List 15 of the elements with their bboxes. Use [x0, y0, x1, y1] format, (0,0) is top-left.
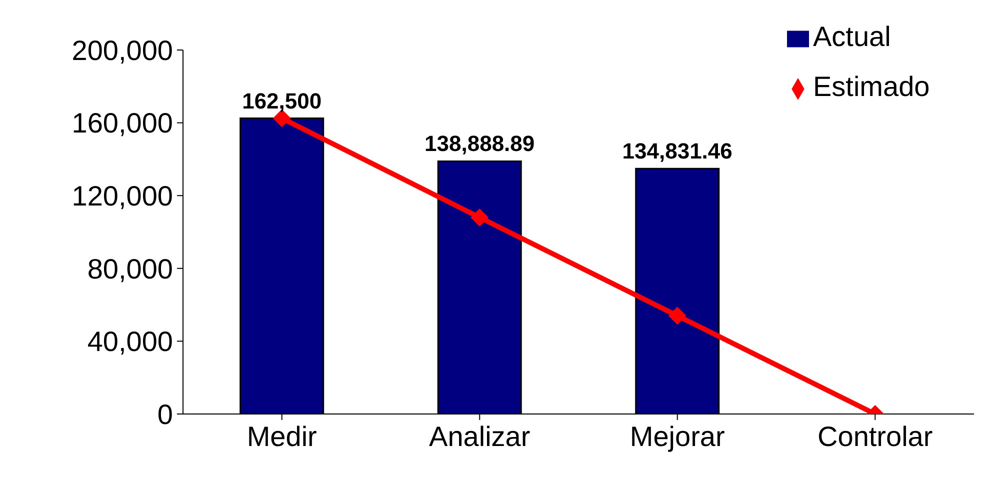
y-tick-label: 80,000	[87, 253, 173, 284]
data-label: 162,500	[242, 88, 322, 114]
y-tick-label: 160,000	[72, 108, 173, 139]
x-tick-label: Medir	[246, 420, 317, 452]
y-tick-label: 120,000	[72, 180, 173, 212]
x-tick-label: Analizar	[429, 420, 530, 452]
y-tick-label: 200,000	[72, 34, 173, 66]
x-tick-label: Mejorar	[630, 420, 725, 452]
data-label: 134,831.46	[622, 138, 732, 164]
y-tick-label: 0	[157, 398, 173, 430]
y-tick-label: 40,000	[87, 326, 173, 358]
legend-label: Estimado	[813, 71, 930, 102]
data-label: 138,888.89	[424, 131, 535, 156]
x-tick-label: Controlar	[818, 420, 933, 452]
legend-label: Actual	[813, 21, 891, 52]
